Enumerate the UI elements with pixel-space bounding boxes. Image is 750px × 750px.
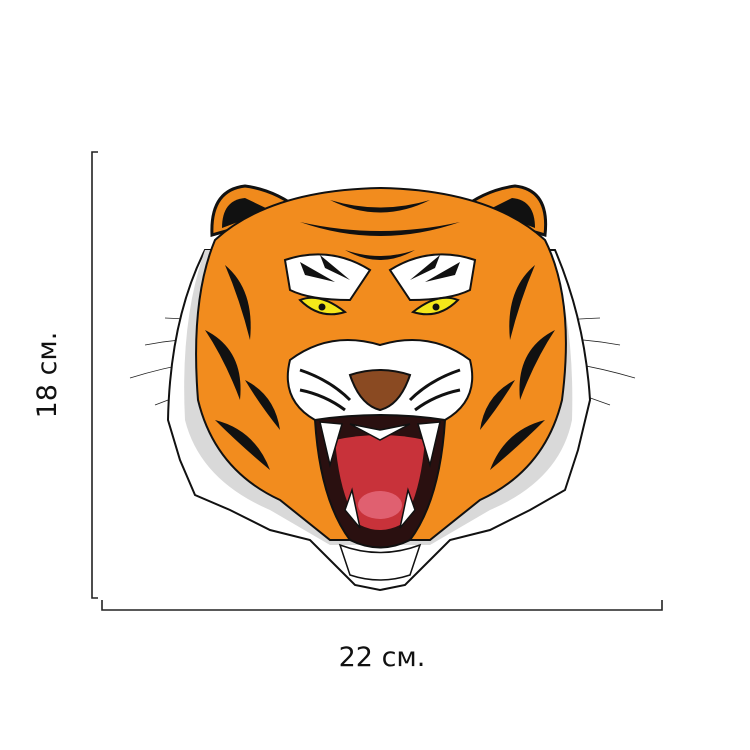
tiger-head	[129, 184, 636, 592]
height-dimension-line	[91, 151, 98, 599]
width-label: 22 см.	[339, 642, 426, 673]
width-dimension-line	[101, 600, 663, 611]
height-label: 18 см.	[32, 332, 63, 419]
